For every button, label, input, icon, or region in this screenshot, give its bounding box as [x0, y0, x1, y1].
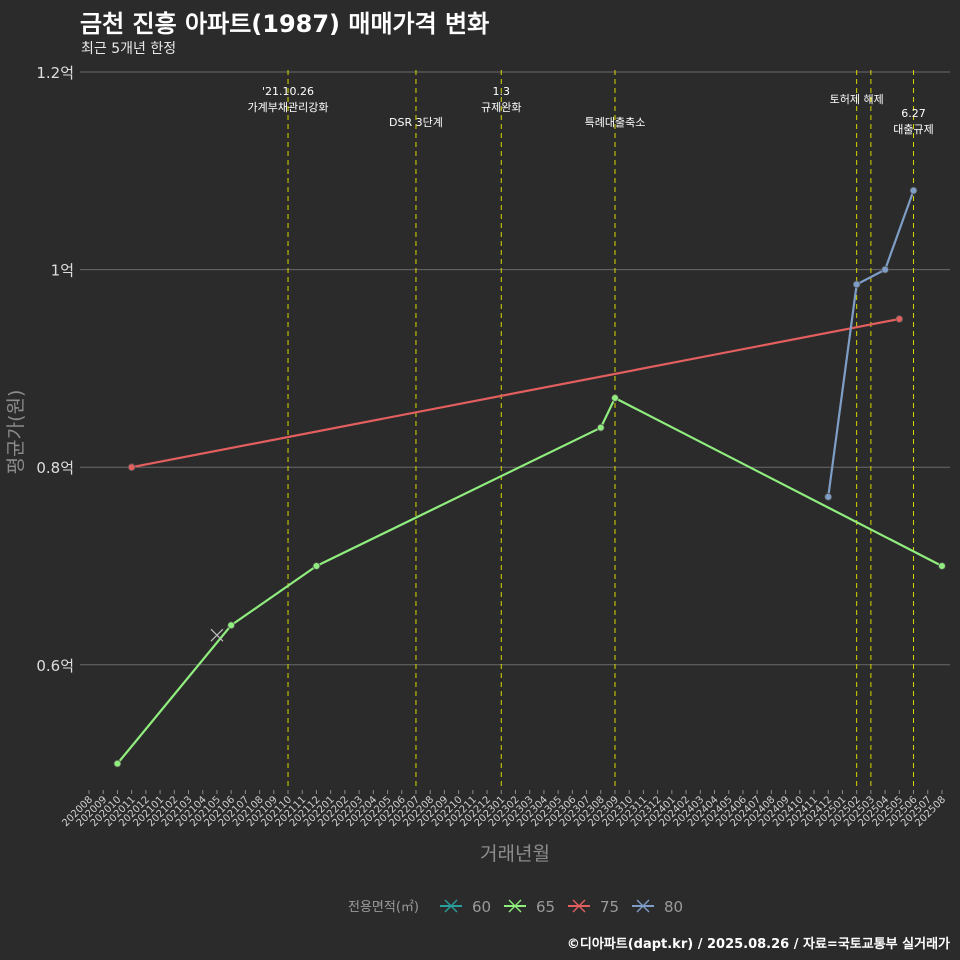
legend-label-60: 60: [472, 898, 491, 916]
event-label: 대출규제: [893, 123, 933, 136]
gridlines: [80, 71, 950, 666]
data-point-65: [227, 621, 235, 630]
series-line-65: [116, 396, 943, 765]
event-label: 6.27: [901, 107, 926, 120]
y-tick-label: 0.6억: [36, 657, 74, 675]
legend-key-cross-80: [636, 899, 650, 913]
data-point-65: [312, 562, 321, 570]
data-point-65: [596, 423, 605, 432]
legend-label-80: 80: [664, 898, 683, 916]
y-tick-label: 1억: [51, 262, 74, 280]
event-label: 특례대출축소: [585, 116, 646, 129]
legend-key-cross-65: [508, 899, 522, 913]
series-lines: [113, 186, 946, 768]
data-point-80: [881, 265, 889, 274]
source-caption: ©디아파트(dapt.kr) / 2025.08.26 / 자료=국토교통부 실…: [566, 937, 950, 952]
legend: 전용면적(㎡) 60 65 75 80: [348, 898, 683, 916]
legend-title: 전용면적(㎡): [348, 900, 419, 915]
legend-key-cross-60: [444, 899, 458, 913]
event-label: DSR 3단계: [389, 116, 443, 129]
data-point-75: [127, 463, 136, 472]
y-tick-label: 0.8억: [36, 459, 74, 477]
x-axis-ticks: 2020082020092020102020112020122021012021…: [60, 790, 948, 829]
chart-subtitle: 최근 5개년 한정: [81, 41, 177, 57]
y-axis-title: 평균가(원): [5, 390, 27, 475]
data-point-65: [938, 562, 946, 570]
data-point-65: [611, 394, 619, 402]
data-point-80: [824, 493, 833, 501]
y-tick-label: 1.2억: [36, 64, 74, 82]
data-point-65: [113, 759, 122, 768]
event-label: 규제완화: [481, 101, 521, 114]
data-point-75: [895, 315, 904, 323]
series-line-80: [827, 190, 915, 497]
legend-label-75: 75: [600, 898, 619, 916]
series-line-75: [131, 317, 900, 469]
event-label: 가계부채관리강화: [248, 101, 329, 114]
x-axis-title: 거래년월: [480, 843, 550, 865]
event-label: 토허제 해제: [830, 92, 884, 106]
legend-key-cross-75: [572, 899, 586, 913]
data-point-80: [852, 280, 861, 289]
event-label: 1.3: [493, 85, 511, 98]
y-axis-ticks: 0.6억 0.8억 1억 1.2억: [36, 64, 74, 675]
legend-label-65: 65: [536, 898, 555, 916]
chart-title: 금천 진흥 아파트(1987) 매매가격 변화: [80, 10, 490, 38]
data-point-80: [909, 186, 918, 195]
cross-marker: [210, 628, 224, 642]
event-label: '21.10.26: [262, 85, 314, 98]
